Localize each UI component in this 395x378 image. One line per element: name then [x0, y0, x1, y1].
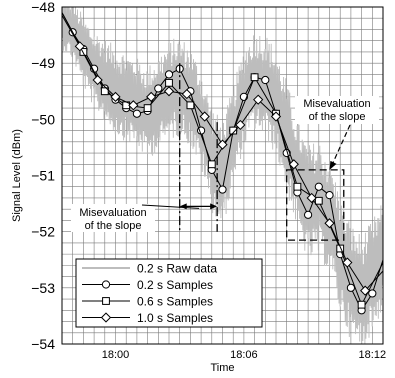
legend-label: 0.2 s Samples: [137, 278, 213, 292]
data-point-diamond: [324, 218, 335, 229]
data-point-square: [229, 126, 238, 135]
legend-label: 1.0 s Samples: [137, 311, 213, 325]
data-point-circle: [368, 289, 377, 298]
data-point-square: [79, 48, 88, 56]
data-point-circle: [154, 84, 163, 93]
data-point-diamond: [74, 41, 85, 52]
data-point-circle: [346, 283, 355, 292]
x-tick-label: 18:06: [230, 349, 258, 361]
x-tick-label: 18:12: [359, 349, 387, 361]
data-point-square: [250, 73, 259, 82]
annotation-label: Misevaluation: [303, 98, 370, 110]
data-point-diamond: [270, 111, 282, 122]
x-tick-label: 18:00: [102, 349, 130, 361]
y-tick-label: −48: [31, 0, 55, 15]
data-point-diamond: [92, 74, 103, 86]
axis-ticks: −48 −49 −50 −51 −52 −53 −54 18:00 18:06 18:12: [31, 0, 386, 361]
legend-marker-diamond: [100, 312, 112, 323]
annotation-label-background: [71, 204, 155, 232]
data-point-square: [165, 78, 173, 87]
data-point-square: [314, 196, 323, 205]
data-point-diamond: [110, 91, 121, 102]
legend: 0.2 s Raw data 0.2 s Samples 0.6 s Samples…: [75, 258, 263, 328]
data-point-square: [207, 160, 216, 169]
data-point-circle: [261, 75, 270, 85]
x-axis-label: Time: [210, 362, 234, 374]
plot-marks: [61, 6, 384, 345]
data-point-square: [336, 244, 345, 253]
data-point-diamond: [146, 91, 157, 102]
data-point-circle: [218, 185, 227, 194]
data-point-diamond: [360, 285, 371, 296]
y-tick-label: −54: [31, 336, 55, 352]
y-axis-label: Signal Level (dBm): [11, 129, 23, 222]
annotation-label: Misevaluation: [79, 207, 146, 219]
data-point-diamond: [235, 119, 246, 131]
data-point-circle: [164, 70, 174, 79]
annotation-label: of the slope: [85, 220, 142, 232]
y-tick-label: −49: [31, 55, 55, 71]
legend-marker-circle: [101, 280, 111, 289]
data-point-diamond: [128, 100, 139, 111]
annotation-box-dashed: [286, 169, 345, 241]
series-raw-data-line: [61, 6, 384, 345]
arrow-head: [329, 160, 337, 170]
y-tick-label: −50: [31, 111, 55, 127]
annotation-pointer-dashed: [331, 124, 351, 165]
data-point-diamond: [342, 257, 353, 268]
legend-label: 0.2 s Raw data: [137, 262, 217, 276]
data-point-square: [186, 101, 195, 110]
data-point-diamond: [306, 192, 317, 204]
annotation-label-background: [295, 96, 379, 124]
plot-border: [61, 6, 384, 345]
annotation-label: of the slope: [309, 111, 366, 123]
arrow-head-right: [210, 203, 218, 210]
data-point-diamond: [217, 139, 228, 150]
data-point-diamond: [253, 94, 264, 105]
annotation-pointer: [141, 204, 200, 209]
data-point-diamond: [288, 159, 299, 170]
data-point-diamond: [199, 111, 210, 122]
data-point-diamond: [163, 86, 175, 97]
legend-label: 0.6 s Samples: [137, 295, 213, 309]
data-point-square: [143, 104, 152, 112]
y-tick-label: −51: [31, 168, 55, 184]
data-point-square: [357, 300, 366, 309]
data-point-square: [293, 182, 302, 191]
plot-frame: [61, 6, 384, 345]
data-point-circle: [325, 191, 334, 200]
y-tick-label: −53: [31, 280, 55, 296]
data-point-square: [100, 87, 109, 96]
data-point-circle: [304, 210, 313, 219]
data-point-diamond: [181, 88, 192, 100]
legend-marker-square: [102, 297, 110, 305]
data-point-circle: [314, 182, 323, 191]
data-point-circle: [132, 109, 141, 118]
y-tick-label: −52: [31, 224, 55, 240]
